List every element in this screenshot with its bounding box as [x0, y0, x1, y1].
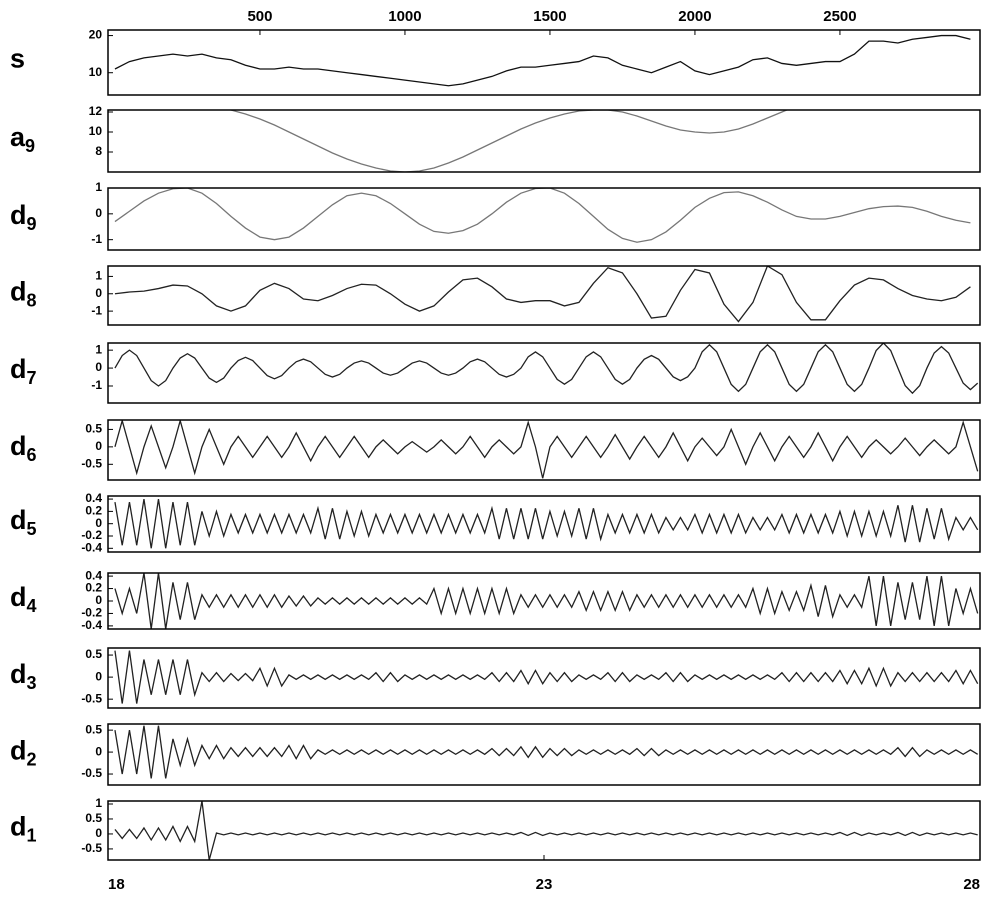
y-tick-label: 1	[95, 342, 102, 356]
y-tick-label: -0.4	[81, 618, 102, 632]
y-tick-label: -0.2	[81, 606, 102, 620]
y-tick-label: 0.4	[85, 491, 102, 505]
panel-frame	[107, 647, 981, 709]
signal-line	[114, 266, 971, 323]
y-tick-label: -0.5	[81, 691, 102, 705]
panel-frame	[107, 723, 981, 786]
y-tick-label: 1	[95, 180, 102, 194]
y-tick-label: 0	[95, 439, 102, 453]
signal-line	[114, 573, 979, 629]
panel-frame	[107, 419, 981, 481]
panel-frame	[107, 572, 981, 630]
panel-label: d9	[10, 200, 37, 234]
panel-label: s	[10, 44, 25, 74]
y-tick-label: 0	[95, 516, 102, 530]
y-tick-label: 0	[95, 826, 102, 840]
x-tick-label: 1000	[388, 8, 421, 25]
panel-frame	[107, 342, 981, 404]
x-tick-label: 2500	[823, 8, 856, 25]
y-tick-label: -0.2	[81, 528, 102, 542]
signal-line	[114, 420, 979, 479]
y-tick-label: -0.5	[81, 766, 102, 780]
y-tick-label: 0.2	[85, 581, 102, 595]
signal-line	[114, 34, 971, 87]
y-tick-label: 0	[95, 360, 102, 374]
panel-frame	[107, 29, 981, 96]
signal-line	[114, 498, 979, 549]
y-tick-label: 0.5	[85, 422, 102, 436]
y-tick-label: -1	[91, 232, 102, 246]
signal-line	[114, 650, 979, 704]
y-tick-label: -1	[91, 378, 102, 392]
panel-frame	[107, 495, 981, 553]
y-tick-label: 20	[89, 28, 103, 42]
panel-label: d8	[10, 277, 37, 311]
signal-line	[114, 188, 971, 243]
y-tick-label: 0.5	[85, 811, 102, 825]
x2-tick-label: 23	[536, 876, 553, 893]
y-tick-label: 0.2	[85, 504, 102, 518]
y-tick-label: 10	[89, 124, 103, 138]
y-tick-label: 8	[95, 144, 102, 158]
y-tick-label: -0.5	[81, 456, 102, 470]
y-tick-label: 12	[89, 104, 103, 118]
signal-line	[227, 110, 789, 172]
x-tick-label: 2000	[678, 8, 711, 25]
panel-label: d2	[10, 736, 37, 770]
y-tick-label: 1	[95, 796, 102, 810]
y-tick-label: -1	[91, 303, 102, 317]
signal-line	[114, 343, 979, 395]
panel-label: d6	[10, 431, 37, 465]
x2-tick-label: 28	[963, 876, 980, 893]
y-tick-label: 0	[95, 744, 102, 758]
panel-label: a9	[10, 122, 35, 156]
panel-label: d7	[10, 354, 37, 388]
panel-frame	[107, 265, 981, 326]
y-tick-label: 0.5	[85, 647, 102, 661]
x2-tick-label: 18	[108, 876, 125, 893]
x-tick-label: 1500	[533, 8, 566, 25]
y-tick-label: 0.5	[85, 722, 102, 736]
signal-line	[114, 725, 979, 779]
y-tick-label: 0	[95, 286, 102, 300]
y-tick-label: 0.4	[85, 568, 102, 582]
panel-frame	[107, 109, 981, 173]
y-tick-label: 0	[95, 593, 102, 607]
y-tick-label: 0	[95, 669, 102, 683]
panel-label: d3	[10, 659, 37, 693]
y-tick-label: -0.5	[81, 841, 102, 855]
panel-frame	[107, 187, 981, 251]
x-tick-label: 500	[247, 8, 272, 25]
panel-label: d5	[10, 505, 37, 539]
panel-frame	[107, 800, 981, 861]
panel-label: d1	[10, 812, 37, 846]
y-tick-label: -0.4	[81, 540, 102, 554]
y-tick-label: 10	[89, 65, 103, 79]
y-tick-label: 0	[95, 206, 102, 220]
y-tick-label: 1	[95, 269, 102, 283]
panel-label: d4	[10, 582, 37, 616]
signal-line	[114, 801, 978, 860]
